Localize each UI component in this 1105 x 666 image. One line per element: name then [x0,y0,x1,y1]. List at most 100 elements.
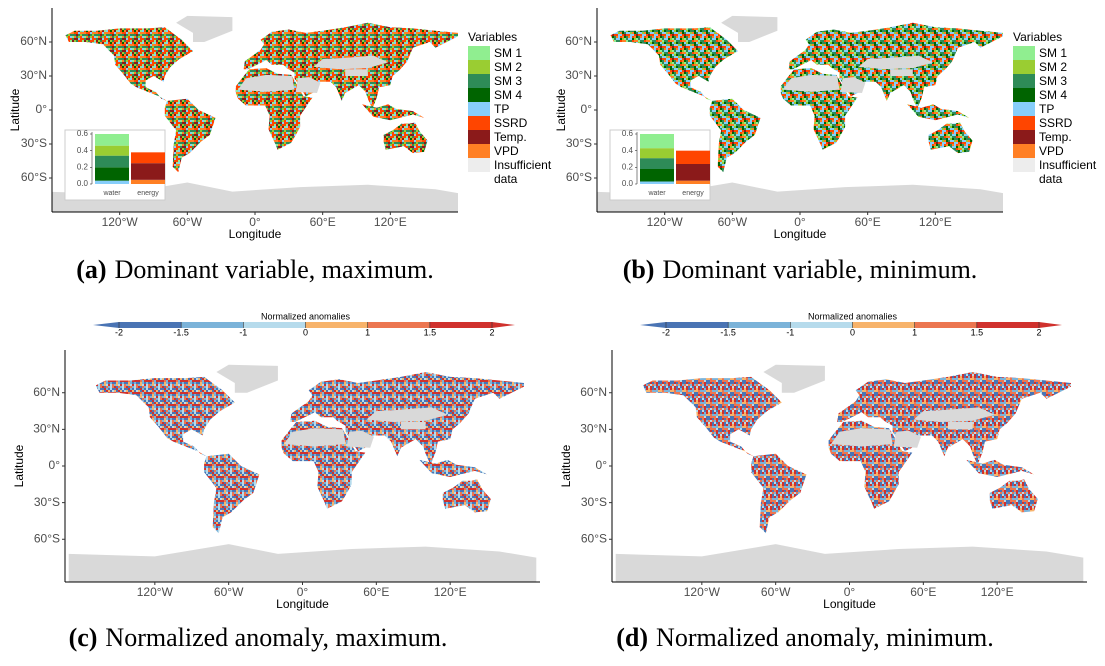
legend: Variables SM 1 SM 2 SM 3 SM 4 TP SSRD Temp. VPD I… [468,30,552,186]
y-tick-label: 30°N [580,422,607,436]
colorbar-tick-label: -1.5 [173,327,189,337]
inset-bar [676,164,710,181]
legend-entry: SSRD [468,116,546,130]
no-data-land [284,428,346,447]
x-tick-label: 120°E [434,585,467,599]
inset-bar [131,179,165,184]
y-tick-label: 0° [581,102,593,116]
legend-label: SM 4 [494,88,523,102]
no-data-land [783,74,840,92]
x-tick-label: 120°W [647,215,684,229]
caption: (c) Normalized anomaly, maximum. [69,623,448,652]
y-tick-label: 60°S [581,531,607,545]
x-tick-label: 120°W [102,215,139,229]
colorbar-segment [181,322,244,328]
x-tick-label: 60°E [363,585,389,599]
colorbar-tick-label: -1.5 [720,327,736,337]
y-tick-label: 30°S [566,136,592,150]
legend-entry: Insufficient data [468,158,552,186]
legend-label: TP [1039,102,1055,116]
x-tick-label: 0° [297,585,309,599]
no-data-land [366,407,448,422]
no-data-land [295,77,321,93]
map [615,364,1084,582]
land [709,98,761,173]
legend-entry: SM 3 [1013,74,1091,88]
inset-bar [95,155,129,168]
no-data-land [890,69,913,76]
no-data-land [216,364,278,393]
x-axis-title: Longitude [229,227,282,241]
colorbar-segment [367,322,430,328]
inset-tick-label: 0.2 [622,162,634,171]
inset-bar [95,180,129,184]
legend-label: Temp. [1039,130,1072,144]
no-data-land [176,15,233,42]
no-data-land [763,364,825,393]
colorbar-tick-label: 0 [303,327,308,337]
land [383,122,428,154]
inset-tick-label: 0.6 [77,129,89,138]
inset-bar [640,169,674,182]
land [751,453,807,534]
colorbar-extend [93,322,119,328]
legend-entry: SM 2 [468,60,546,74]
y-tick-label: 60°S [21,170,47,184]
colorbar-segment [666,322,729,328]
colorbar-title: Normalized anomalies [261,311,351,321]
y-axis-title: Latitude [12,444,26,487]
inset-category: energy [137,190,159,197]
legend-entry: Insufficient data [1013,158,1096,186]
y-tick-label: 60°N [565,34,592,48]
legend-label: Insufficient data [494,158,552,186]
inset-bar [640,181,674,184]
caption-text: Normalized anomaly, maximum. [105,623,447,652]
legend-entry: SM 4 [1013,88,1091,102]
x-tick-label: 0° [844,585,856,599]
legend-swatch [1013,88,1035,102]
x-tick-label: 120°E [981,585,1014,599]
legend-label: SM 3 [494,74,523,88]
y-tick-label: 30°N [565,68,592,82]
inset-bar [640,134,674,149]
colorbar-tick-label: -1 [239,327,247,337]
legend-label: Temp. [494,130,527,144]
legend-swatch [1013,158,1035,172]
legend-label: VPD [1039,144,1064,158]
y-tick-label: 0° [596,458,608,472]
legend-label: TP [494,102,510,116]
colorbar-tick-label: 1 [365,327,370,337]
colorbar-tick-label: 1.5 [971,327,984,337]
caption-text: Normalized anomaly, minimum. [656,623,994,652]
colorbar-segment [728,322,791,328]
legend-entry: VPD [1013,144,1091,158]
caption-label: (c) [69,623,98,652]
inset-bar [95,134,129,146]
land [989,479,1038,513]
inset-bar [131,163,165,180]
land [419,459,488,477]
legend-entry: VPD [468,144,546,158]
land [907,104,970,121]
caption-label: (b) [623,255,655,284]
legend-entry: SM 1 [468,46,546,60]
no-data-land [840,77,866,93]
legend-swatch [1013,130,1035,144]
colorbar-extend [640,322,666,328]
no-data-land [345,69,368,76]
colorbar-segment [305,322,368,328]
inset-bar [640,158,674,169]
x-tick-label: 0° [249,215,261,229]
legend-label: VPD [494,144,519,158]
caption-label: (a) [76,255,106,284]
no-data-land [313,55,389,70]
inset-category: water [102,190,121,197]
x-tick-label: 60°W [718,215,748,229]
legend-entry: SM 2 [1013,60,1091,74]
colorbar-segment [790,322,853,328]
x-axis-title: Longitude [823,597,876,611]
legend-entry: SM 1 [1013,46,1091,60]
inset-bar [676,180,710,184]
inset-bar [676,150,710,164]
